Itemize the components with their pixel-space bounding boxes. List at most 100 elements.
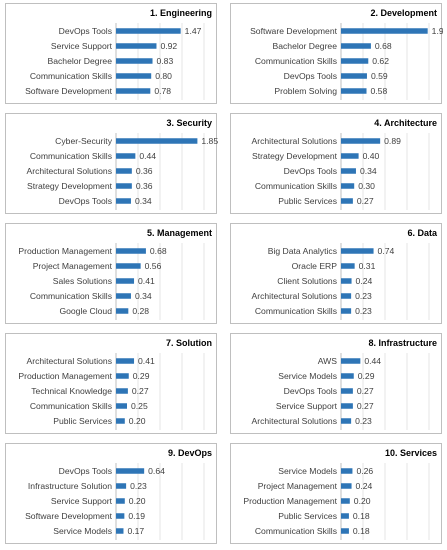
bar [116,248,146,254]
category-label: Architectural Solutions [251,136,337,146]
bar [116,528,124,534]
value-label: 0.23 [130,481,147,491]
category-label: Public Services [278,511,337,521]
bar [116,358,135,364]
chart-panel-6: 6. Data Big Data Analytics 0.74 Oracle ERP 0… [230,223,442,324]
value-label: 0.20 [354,496,371,506]
value-label: 1.97 [432,26,443,36]
category-label: DevOps Tools [284,166,337,176]
gridlines [362,463,430,540]
gridlines [137,243,205,320]
chart-svg-4: 4. Architecture Architectural Solutions 0.… [251,118,437,210]
bar [116,418,125,424]
bar [341,373,354,379]
bar [341,58,369,64]
value-label: 0.24 [356,481,373,491]
bar [116,88,151,94]
category-label: Infrastructure Solution [28,481,112,491]
value-label: 0.23 [355,416,372,426]
bar [116,138,198,144]
bar [116,388,128,394]
chart-panel-7: 7. Solution Architectural Solutions 0.41 Pr… [5,333,217,434]
value-label: 1.47 [185,26,202,36]
bar [341,263,355,269]
bar [341,403,353,409]
value-label: 0.59 [371,71,388,81]
value-label: 0.29 [133,371,150,381]
category-label: Service Models [278,466,337,476]
category-label: Client Solutions [277,276,337,286]
category-label: DevOps Tools [284,386,337,396]
category-label: Production Management [243,496,337,506]
value-label: 0.26 [356,466,373,476]
bar [116,43,157,49]
category-label: Production Management [18,371,112,381]
value-label: 0.27 [357,386,374,396]
value-label: 0.18 [353,526,370,536]
chart-svg-1: 1. Engineering DevOps Tools 1.47 Service Su… [25,8,212,100]
value-label: 0.31 [359,261,376,271]
category-label: Communication Skills [30,71,112,81]
category-label: Public Services [278,196,337,206]
category-label: Service Support [276,401,338,411]
value-label: 0.27 [357,401,374,411]
category-label: Communication Skills [255,56,337,66]
bar [341,28,428,34]
bar [341,138,381,144]
gridlines [362,133,430,210]
chart-title: 8. Infrastructure [368,338,437,348]
gridlines [137,463,205,540]
value-label: 0.17 [127,526,144,536]
value-label: 0.64 [148,466,165,476]
category-label: Big Data Analytics [268,246,337,256]
category-label: Production Management [18,246,112,256]
chart-panel-2: 2. Development Software Development 1.97 Ba… [230,3,443,104]
bar [116,403,127,409]
value-label: 0.20 [129,496,146,506]
bar [341,388,353,394]
category-label: Problem Solving [274,86,337,96]
gridlines [137,353,205,430]
bar [341,88,367,94]
chart-svg-6: 6. Data Big Data Analytics 0.74 Oracle ERP 0… [251,228,438,320]
bar [116,183,132,189]
value-label: 0.29 [358,371,375,381]
bar [341,278,352,284]
chart-svg-5: 5. Management Production Management 0.68 Pr… [18,228,212,320]
chart-panel-10: 10. Services Service Models 0.26 Project Ma… [230,443,442,544]
chart-title: 6. Data [407,228,438,238]
value-label: 0.36 [136,166,153,176]
bar [116,263,141,269]
value-label: 0.41 [138,356,155,366]
bar [341,198,353,204]
bar [341,528,349,534]
value-label: 0.18 [353,511,370,521]
chart-svg-2: 2. Development Software Development 1.97 Ba… [250,8,443,100]
value-label: 0.44 [364,356,381,366]
value-label: 0.23 [355,306,372,316]
value-label: 0.20 [129,416,146,426]
category-label: Architectural Solutions [26,166,112,176]
bar [116,513,125,519]
category-label: AWS [318,356,338,366]
category-label: Architectural Solutions [251,416,337,426]
bar [116,293,131,299]
category-label: DevOps Tools [59,196,112,206]
value-label: 0.28 [132,306,149,316]
category-label: Service Support [51,41,113,51]
chart-svg-7: 7. Solution Architectural Solutions 0.41 Pr… [18,338,212,430]
category-label: Architectural Solutions [26,356,112,366]
value-label: 0.56 [145,261,162,271]
category-label: Cyber-Security [55,136,113,146]
category-label: Project Management [258,481,338,491]
bar [341,248,374,254]
bar [116,373,129,379]
chart-panel-5: 5. Management Production Management 0.68 Pr… [5,223,217,324]
bar [341,498,350,504]
category-label: DevOps Tools [284,71,337,81]
category-label: Architectural Solutions [251,291,337,301]
chart-svg-9: 9. DevOps DevOps Tools 0.64 Infrastructure … [25,448,212,540]
chart-panel-1: 1. Engineering DevOps Tools 1.47 Service Su… [5,3,217,104]
value-label: 0.34 [135,196,152,206]
category-label: Communication Skills [255,181,337,191]
